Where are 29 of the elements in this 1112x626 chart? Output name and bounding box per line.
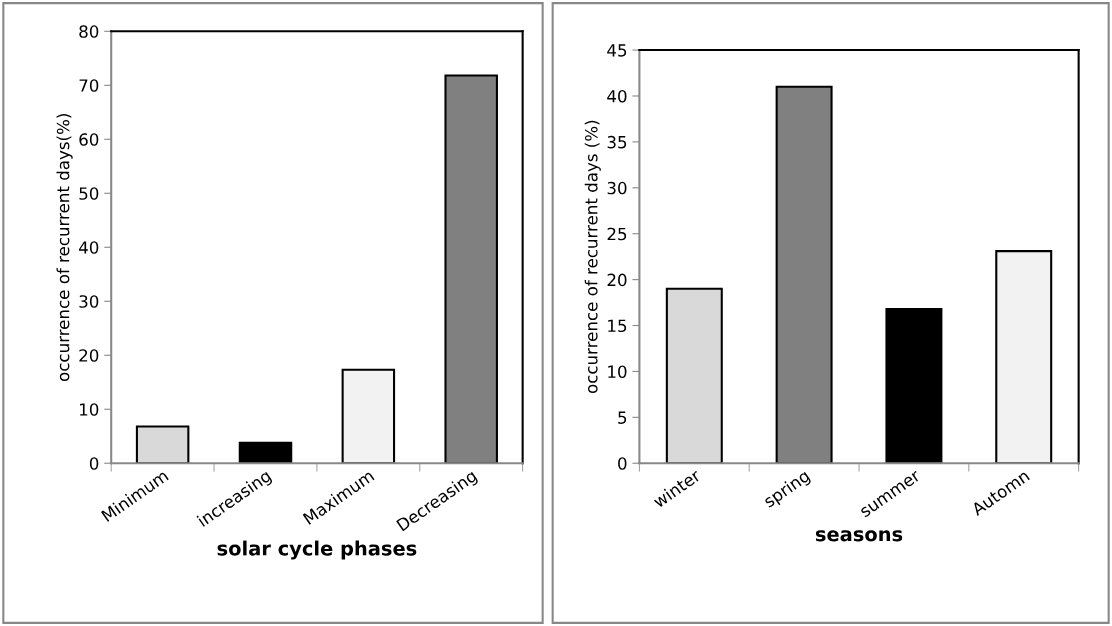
y-tick-label: 80	[79, 25, 99, 38]
y-tick-label: 0	[618, 457, 627, 470]
y-tick-label: 10	[80, 403, 99, 416]
y-tick-label: 20	[79, 349, 99, 362]
y-tick-label: 40	[607, 89, 627, 103]
y-axis-title: occurrence of recurrent days(%)	[56, 114, 73, 382]
y-tick-label: 50	[79, 187, 99, 200]
y-tick-label: 20	[607, 273, 627, 287]
y-tick-label: 40	[79, 241, 99, 254]
y-tick-label: 30	[79, 295, 99, 308]
bar	[238, 441, 293, 464]
x-axis-title: seasons	[815, 530, 903, 542]
y-tick-label: 70	[79, 79, 99, 92]
y-tick-label: 60	[79, 133, 99, 146]
bar	[341, 368, 396, 464]
x-axis-title: solar cycle phases	[217, 540, 417, 560]
y-tick-label: 45	[607, 44, 627, 57]
bar	[995, 250, 1053, 464]
y-tick-label: 10	[608, 365, 627, 378]
y-tick-label: 25	[607, 227, 627, 241]
bar	[885, 307, 943, 464]
y-tick-label: 15	[608, 319, 627, 333]
y-axis-title: occurrence of recurrent days (%)	[584, 120, 601, 394]
y-tick-label: 0	[89, 457, 99, 470]
y-tick-label: 35	[607, 135, 627, 149]
bar	[665, 287, 723, 464]
y-tick-label: 5	[618, 411, 627, 424]
bar	[135, 425, 190, 464]
y-tick-label: 30	[607, 181, 627, 195]
